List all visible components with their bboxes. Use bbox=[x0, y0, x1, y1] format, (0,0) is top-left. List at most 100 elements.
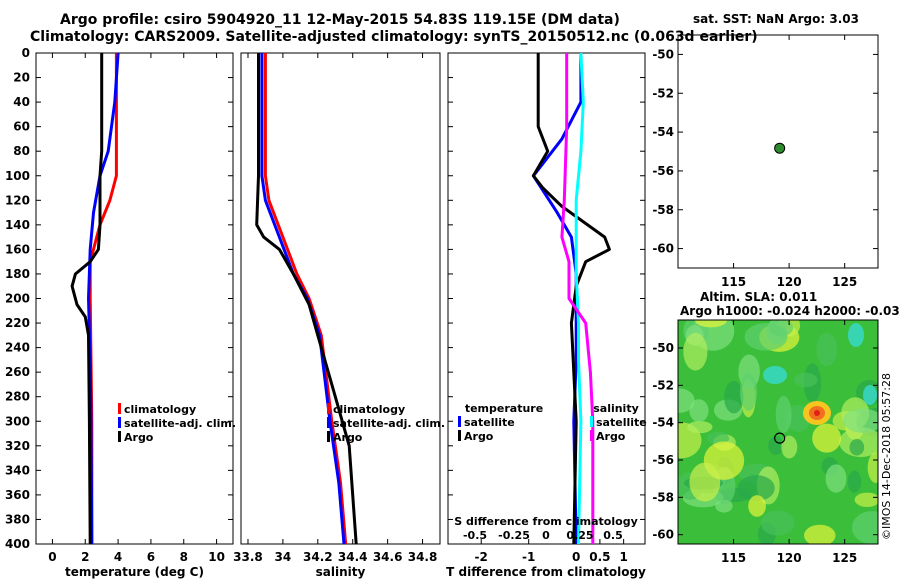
y-tick-label: 280 bbox=[5, 390, 30, 404]
temperature-x-tick-label: 2 bbox=[81, 550, 89, 564]
sst-map-y-tick-label: -60 bbox=[652, 242, 674, 256]
sla-blob bbox=[775, 395, 792, 434]
sla-blob bbox=[847, 470, 862, 493]
sla-blob bbox=[737, 475, 775, 502]
salinity-x-axis-label: salinity bbox=[316, 565, 366, 579]
sla-blob bbox=[816, 332, 837, 367]
sla-map-title-line2: Argo h1000: -0.024 h2000: -0.038 bbox=[680, 304, 900, 318]
y-tick-label: 180 bbox=[5, 267, 30, 281]
sst-map-title: sat. SST: NaN Argo: 3.03 bbox=[693, 12, 859, 26]
difference-x-tick-label: 1 bbox=[619, 550, 627, 564]
difference-legend-swatch bbox=[458, 416, 461, 427]
y-tick-label: 200 bbox=[5, 292, 30, 306]
salinity-legend-label: Argo bbox=[333, 431, 363, 444]
difference-legend-title-right: salinity bbox=[593, 402, 639, 415]
difference-top-tick-label: -0.5 bbox=[463, 529, 487, 542]
sla-map-title-line1: Altim. SLA: 0.011 bbox=[700, 290, 818, 304]
sla-blob bbox=[687, 420, 713, 434]
sla-blob bbox=[849, 439, 865, 456]
sla-low-patch bbox=[863, 385, 877, 405]
sla-map-y-tick-label: -54 bbox=[652, 416, 674, 430]
y-tick-label: 20 bbox=[13, 71, 30, 85]
y-tick-label: 80 bbox=[13, 144, 30, 158]
figure-title-line2: Climatology: CARS2009. Satellite-adjuste… bbox=[30, 29, 758, 45]
salinity-frame bbox=[240, 52, 441, 545]
difference-top-axis-label: S difference from climatology bbox=[454, 515, 638, 528]
salinity-legend-swatch bbox=[327, 417, 330, 428]
temperature-legend-label: satellite-adj. clim. bbox=[124, 417, 236, 430]
temperature-legend-label: Argo bbox=[124, 431, 154, 444]
sst-map-y-tick-label: -54 bbox=[652, 125, 674, 139]
y-tick-label: 260 bbox=[5, 365, 30, 379]
difference-legend-label: satellite bbox=[596, 416, 647, 429]
sla-blob bbox=[706, 431, 730, 445]
salinity-legend-label: satellite-adj. clim. bbox=[333, 417, 445, 430]
sst-map-x-tick-label: 125 bbox=[832, 275, 857, 289]
sla-heatmap-background bbox=[678, 320, 878, 544]
temperature-x-axis-label: temperature (deg C) bbox=[65, 565, 204, 579]
temperature-series-argo bbox=[70, 53, 104, 545]
temperature-legend-swatch bbox=[118, 417, 121, 428]
salinity-x-tick-label: 33.8 bbox=[233, 550, 263, 564]
sla-blob bbox=[724, 381, 744, 414]
sla-heatmap bbox=[678, 320, 878, 544]
y-tick-label: 380 bbox=[5, 512, 30, 526]
sst-map-x-tick-label: 120 bbox=[777, 275, 802, 289]
salinity-legend-label: climatology bbox=[333, 403, 405, 416]
salinity-x-tick-label: 34.2 bbox=[303, 550, 333, 564]
y-tick-label: 40 bbox=[13, 95, 30, 109]
y-tick-label: 120 bbox=[5, 193, 30, 207]
figure-title-line1: Argo profile: csiro 5904920_11 12-May-20… bbox=[60, 12, 620, 28]
y-tick-label: 140 bbox=[5, 218, 30, 232]
difference-legend-title-left: temperature bbox=[465, 402, 543, 415]
sla-map-x-tick-label: 115 bbox=[721, 551, 746, 565]
sst-map-y-tick-label: -56 bbox=[652, 164, 674, 178]
y-tick-label: 0 bbox=[22, 46, 30, 60]
sla-map-y-tick-label: -52 bbox=[652, 378, 674, 392]
sla-blob bbox=[768, 436, 784, 456]
sla-map-argo-point bbox=[774, 432, 786, 444]
difference-legend-label: Argo bbox=[596, 430, 626, 443]
difference-x-axis-label: T difference from climatology bbox=[446, 565, 646, 579]
sla-map-y-tick-label: -50 bbox=[652, 341, 674, 355]
y-tick-label: 220 bbox=[5, 316, 30, 330]
sla-low-patch bbox=[763, 366, 787, 384]
sla-map-x-tick-label: 120 bbox=[777, 551, 802, 565]
difference-legend-swatch bbox=[458, 430, 461, 441]
y-tick-label: 100 bbox=[5, 169, 30, 183]
difference-frame bbox=[447, 52, 646, 545]
y-tick-label: 400 bbox=[5, 537, 30, 551]
temperature-x-tick-label: 10 bbox=[208, 550, 225, 564]
salinity-x-tick-label: 34.4 bbox=[338, 550, 368, 564]
sla-blob bbox=[854, 492, 878, 507]
salinity-legend-swatch bbox=[327, 431, 330, 442]
sla-blob bbox=[689, 399, 709, 423]
salinity-series-argo bbox=[255, 53, 358, 545]
y-tick-label: 360 bbox=[5, 488, 30, 502]
y-tick-label: 160 bbox=[5, 242, 30, 256]
sst-map-argo-point bbox=[774, 142, 786, 154]
difference-legend-swatch bbox=[590, 430, 593, 441]
sla-map-y-tick-label: -56 bbox=[652, 453, 674, 467]
difference-top-tick-label: 0.5 bbox=[603, 529, 623, 542]
difference-top-tick-label: -0.25 bbox=[498, 529, 530, 542]
difference-legend-swatch bbox=[590, 416, 593, 427]
sst-map-y-tick-label: -50 bbox=[652, 47, 674, 61]
salinity-x-tick-label: 34.6 bbox=[373, 550, 403, 564]
sla-blob bbox=[739, 373, 758, 411]
y-tick-label: 340 bbox=[5, 463, 30, 477]
difference-series-s-satellite bbox=[574, 52, 585, 545]
difference-x-tick-label: 0.5 bbox=[589, 550, 610, 564]
temperature-x-tick-label: 0 bbox=[48, 550, 56, 564]
sla-blob bbox=[825, 464, 847, 493]
difference-x-tick-label: 0 bbox=[572, 550, 580, 564]
sla-blob bbox=[851, 511, 878, 544]
temperature-x-tick-label: 8 bbox=[180, 550, 188, 564]
salinity-x-tick-label: 34.8 bbox=[408, 550, 438, 564]
sla-map-y-tick-label: -60 bbox=[652, 528, 674, 542]
sla-map-x-tick-label: 125 bbox=[832, 551, 857, 565]
sla-blob bbox=[843, 408, 878, 433]
sla-blob bbox=[794, 372, 818, 388]
temperature-legend-swatch bbox=[118, 431, 121, 442]
